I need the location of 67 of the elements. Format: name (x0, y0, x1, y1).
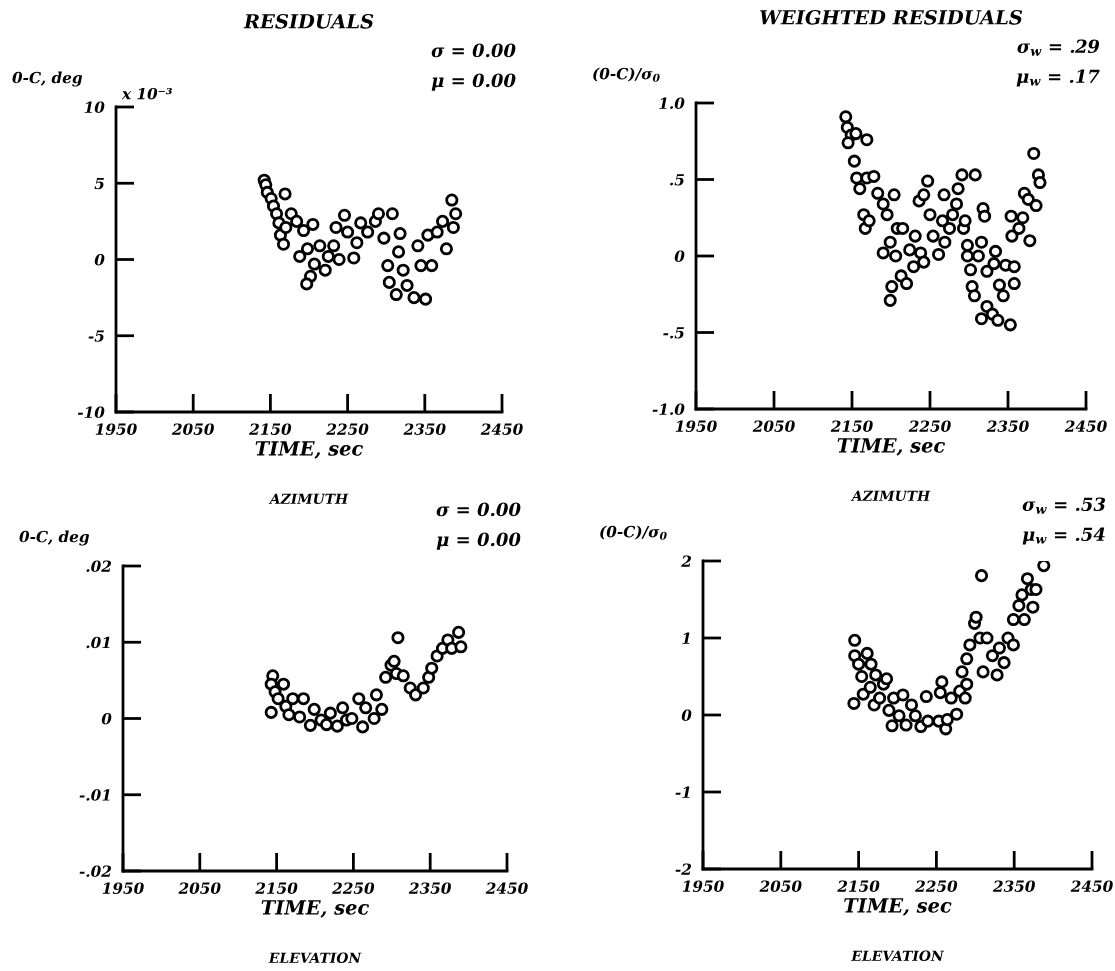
text: AZIMUTH (850, 490, 931, 502)
y-tick-label: .01 (86, 636, 110, 649)
y-axis-title: 0-C, deg (12, 71, 83, 87)
x-axis-title: TIME, sec (844, 898, 952, 916)
text: σ = 0.00 (436, 502, 521, 517)
x-tick-label: 2250 (915, 880, 958, 892)
x-tick-label: 2150 (837, 880, 880, 892)
x-tick-label: 2050 (178, 882, 221, 894)
chart-title: WEIGHTED RESIDUALS (760, 9, 1023, 25)
text: μ = 0.00 (436, 532, 521, 550)
x-tick-label: 2350 (408, 882, 451, 894)
y-tick-label: -5 (88, 330, 104, 342)
x-tick-label: 2250 (908, 420, 951, 432)
text: ELEVATION (851, 950, 945, 962)
y-tick-label: -.02 (79, 865, 112, 878)
y-tick-label: -1 (675, 786, 690, 798)
x-tick-label: 2450 (480, 423, 523, 435)
x-tick-label: 2250 (332, 882, 375, 894)
y-tick-label: .5 (670, 174, 684, 186)
x-tick-label: 1950 (95, 423, 137, 435)
text: ELEVATION (268, 952, 362, 964)
x-tick-label: 2250 (326, 423, 369, 435)
x-tick-label: 2350 (986, 420, 1029, 432)
y-axis-title: 0-C, deg (19, 530, 90, 546)
y-tick-label: -1.0 (652, 403, 685, 416)
y-tick-label: .02 (86, 560, 112, 573)
x-tick-label: 2050 (171, 423, 214, 435)
chart-title: RESIDUALS (243, 13, 374, 29)
y-tick-label: -10 (77, 406, 105, 419)
text: μ$_{w}$ = .54 (1022, 527, 1105, 545)
text: μ = 0.00 (431, 73, 516, 91)
text: σ$_{w}$ = .53 (1022, 497, 1106, 514)
text: x 10⁻³ (121, 87, 172, 100)
x-tick-label: 1950 (682, 880, 724, 892)
y-tick-label: 10 (84, 101, 105, 114)
x-tick-label: 2350 (992, 880, 1035, 892)
y-tick-label: -.01 (79, 789, 110, 801)
x-axis-title: TIME, sec (255, 441, 363, 459)
y-tick-label: 2 (681, 555, 692, 567)
y-axis-title: (0-C)/σ$_{0}$ (593, 67, 660, 82)
x-tick-label: 1950 (102, 882, 144, 894)
y-tick-label: 0 (94, 253, 105, 266)
y-tick-label: 5 (94, 177, 104, 190)
y-tick-label: -2 (675, 863, 692, 875)
y-tick-label: -.5 (663, 327, 684, 339)
y-tick-label: 0 (674, 250, 685, 263)
y-tick-label: 0 (101, 712, 112, 725)
x-tick-label: 2450 (1070, 880, 1113, 892)
y-axis-title: (0-C)/σ$_{0}$ (600, 525, 667, 540)
x-tick-label: 2450 (485, 882, 528, 894)
y-tick-label: 1.0 (659, 97, 685, 110)
y-tick-label: 0 (681, 709, 692, 722)
x-axis-title: TIME, sec (837, 438, 945, 456)
x-tick-label: 2150 (249, 423, 292, 435)
x-tick-label: 2150 (255, 882, 298, 894)
y-tick-label: 1 (682, 632, 690, 644)
x-tick-label: 2150 (830, 420, 873, 432)
text: σ$_{w}$ = .29 (1017, 39, 1100, 56)
x-tick-label: 2350 (403, 423, 446, 435)
x-tick-label: 2050 (752, 420, 795, 432)
x-tick-label: 2050 (759, 880, 802, 892)
x-tick-label: 2450 (1064, 420, 1107, 432)
text: AZIMUTH (268, 493, 349, 505)
text: σ = 0.00 (431, 43, 516, 58)
x-tick-label: 1950 (675, 420, 717, 432)
text: μ$_{w}$ = .17 (1016, 69, 1100, 87)
x-axis-title: TIME, sec (261, 900, 369, 918)
